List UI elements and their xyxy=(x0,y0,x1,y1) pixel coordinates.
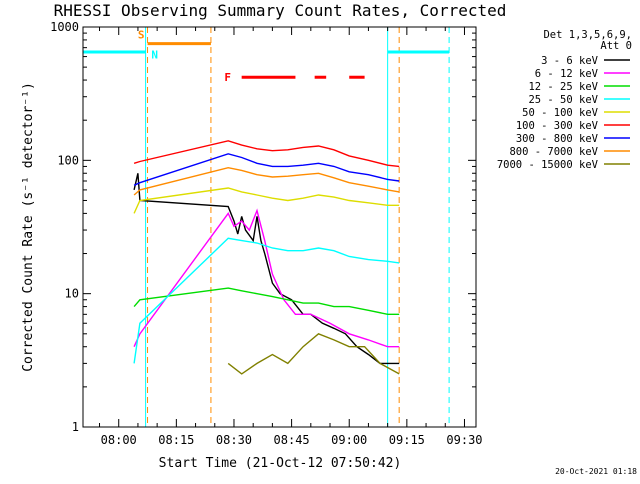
legend-entry-label: 300 - 800 keV xyxy=(516,133,599,145)
x-axis-label: Start Time (21-Oct-12 07:50:42) xyxy=(159,456,402,471)
y-tick-label: 100 xyxy=(57,153,79,167)
series-line-4 xyxy=(133,237,400,364)
legend-entry-label: 3 - 6 keV xyxy=(541,55,599,67)
legend-entry-label: 25 - 50 keV xyxy=(528,94,598,106)
x-tick-label: 08:45 xyxy=(274,433,310,447)
marker-label: N xyxy=(151,49,158,62)
x-tick-label: 09:30 xyxy=(446,433,482,447)
y-tick-label: 1 xyxy=(72,420,79,434)
marker-label: F xyxy=(224,71,231,84)
series-line-7 xyxy=(133,153,400,186)
chart-title: RHESSI Observing Summary Count Rates, Co… xyxy=(54,1,507,20)
y-tick-label: 10 xyxy=(65,287,79,301)
legend-entry-label: 800 - 7000 keV xyxy=(509,146,598,158)
series-line-9 xyxy=(227,332,400,375)
plot-frame xyxy=(82,26,477,428)
x-tick-label: 08:30 xyxy=(216,433,252,447)
footer-timestamp: 20-Oct-2021 01:18 xyxy=(555,467,637,476)
series-line-5 xyxy=(133,187,400,214)
legend-entry-label: 7000 - 15000 keV xyxy=(497,159,599,171)
marker-label: S xyxy=(138,28,145,41)
axes: 1 10 100 1000 08:00 08:15 08:30 08:45 09:00 09:15… xyxy=(50,20,482,447)
legend-entry-label: 6 - 12 keV xyxy=(535,68,599,80)
y-tick-label: 1000 xyxy=(50,20,79,34)
legend-header: Det 1,3,5,6,9, xyxy=(543,29,632,41)
series-line-8 xyxy=(133,166,400,196)
series-line-6 xyxy=(133,140,400,168)
legend-entry-label: 50 - 100 keV xyxy=(522,107,599,119)
legend-entry-label: 12 - 25 keV xyxy=(528,81,598,93)
legend-header: Att 0 xyxy=(600,40,632,52)
legend-entry-label: 100 - 300 keV xyxy=(516,120,599,132)
x-tick-label: 09:15 xyxy=(389,433,425,447)
x-tick-label: 09:00 xyxy=(331,433,367,447)
y-axis-label: Corrected Count Rate (s⁻¹ detector⁻¹) xyxy=(21,82,36,372)
series-lines xyxy=(133,140,400,375)
x-tick-label: 08:00 xyxy=(101,433,137,447)
series-line-3 xyxy=(133,287,400,315)
series-line-2 xyxy=(133,208,400,348)
time-markers: SN F xyxy=(83,27,450,427)
x-tick-label: 08:15 xyxy=(158,433,194,447)
series-line-1 xyxy=(133,173,400,365)
